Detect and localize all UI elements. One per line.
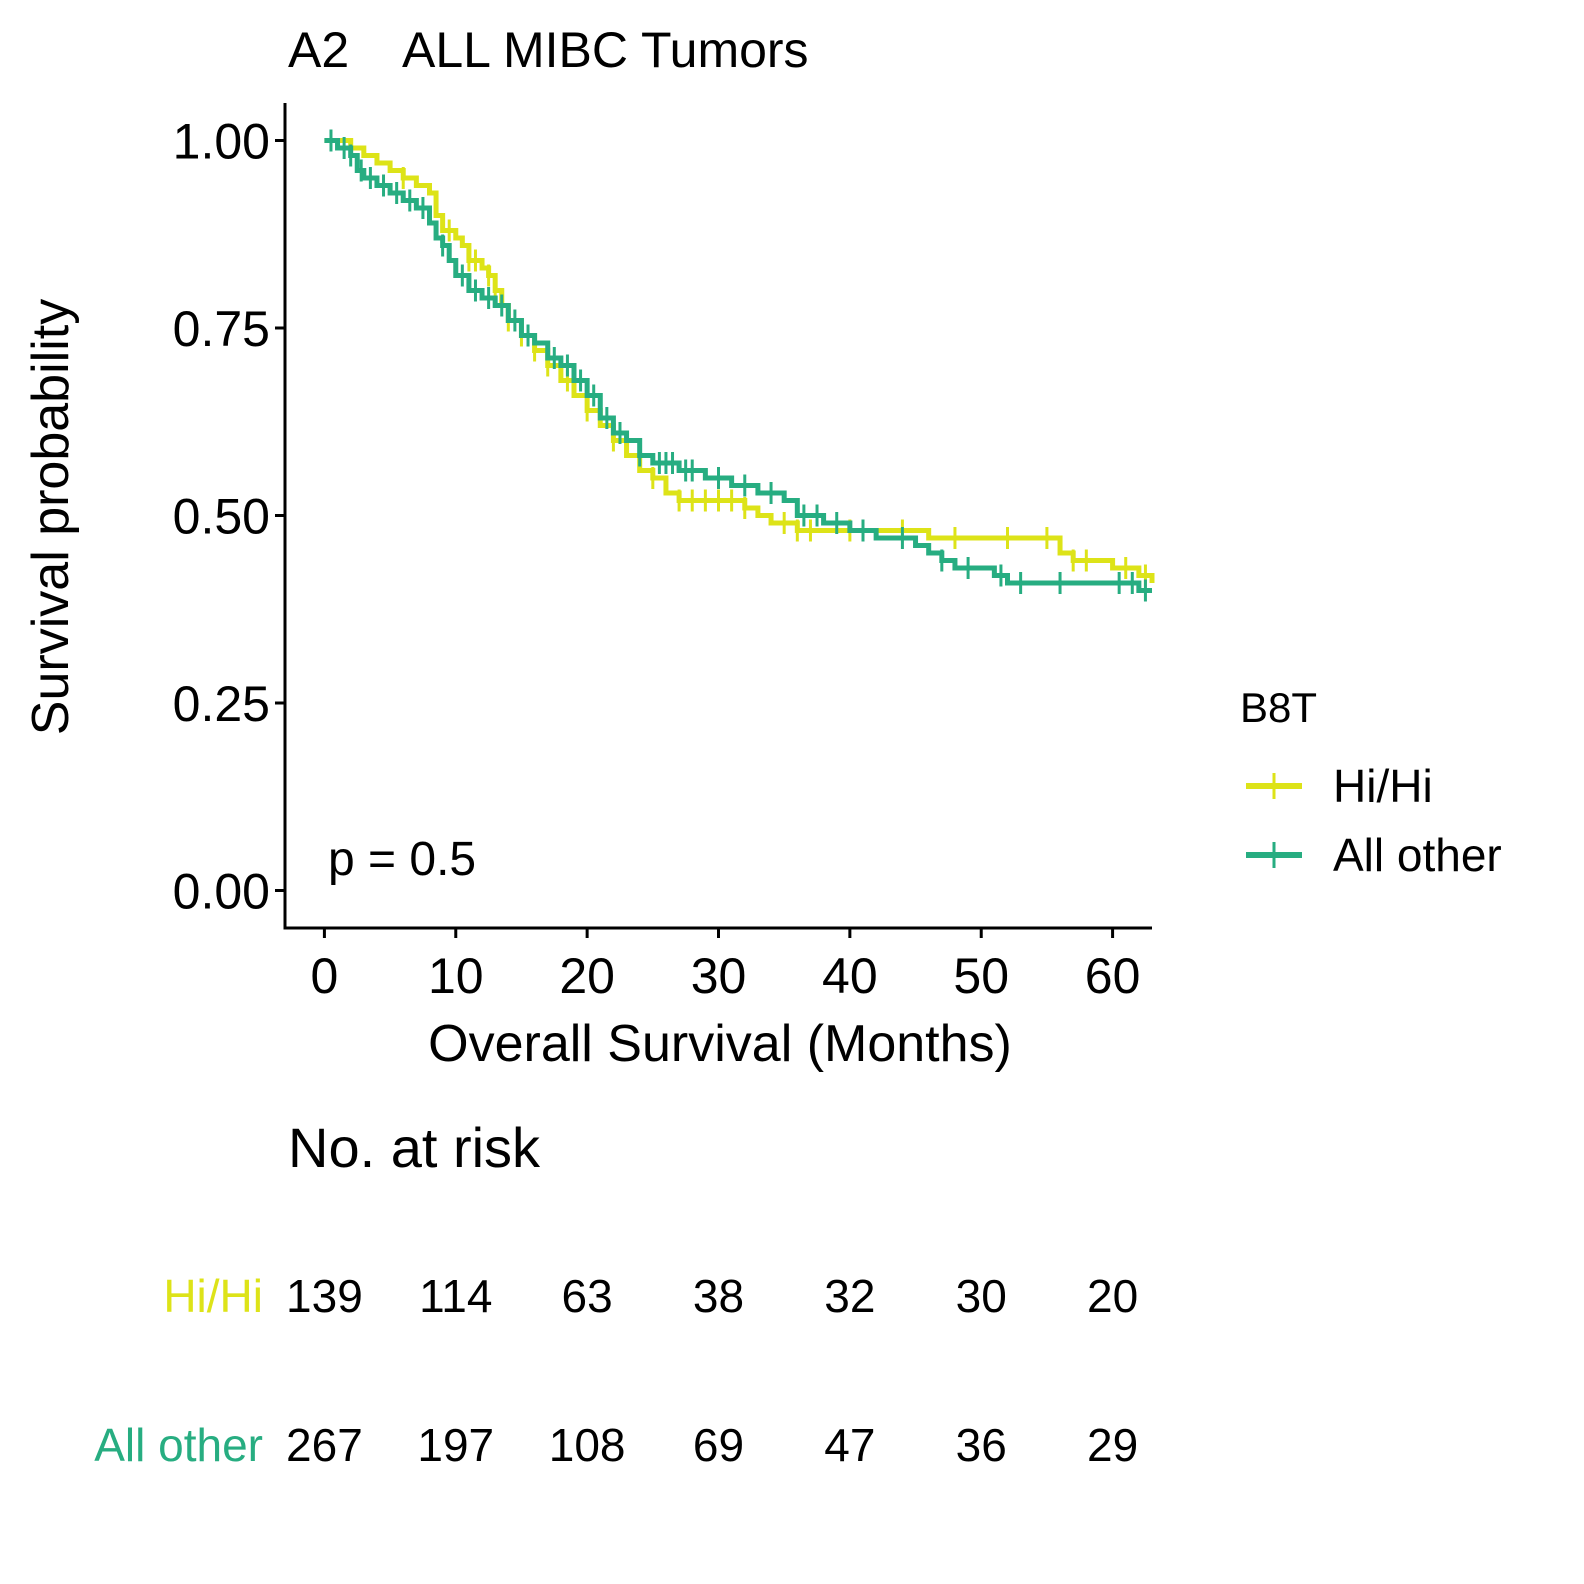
risk-count: 36 (956, 1419, 1007, 1471)
x-tick-label: 40 (822, 948, 878, 1004)
risk-count: 30 (956, 1270, 1007, 1322)
risk-count: 38 (693, 1270, 744, 1322)
risk-count: 114 (419, 1270, 492, 1322)
y-tick-label: 0.75 (173, 301, 270, 357)
risk-count: 69 (693, 1419, 744, 1471)
risk-count: 63 (562, 1270, 613, 1322)
risk-count: 20 (1087, 1270, 1138, 1322)
risk-row-label: Hi/Hi (163, 1270, 263, 1322)
plot-area: 0.00 0.25 0.50 0.75 1.00 0 10 20 30 40 50 60 p = 0… (173, 103, 1155, 1004)
legend-item: Hi/Hi (1246, 760, 1433, 812)
x-axis-ticks: 0 10 20 30 40 50 60 (311, 928, 1141, 1004)
risk-table-title: No. at risk (288, 1116, 541, 1179)
y-axis-label: Survival probability (22, 299, 80, 735)
risk-count: 47 (824, 1419, 875, 1471)
p-value-annotation: p = 0.5 (328, 833, 476, 886)
risk-row: All other 267 197 108 69 47 36 29 (94, 1419, 1138, 1471)
legend-label: Hi/Hi (1333, 760, 1433, 812)
legend-label: All other (1333, 829, 1502, 881)
x-tick-label: 10 (428, 948, 484, 1004)
risk-count: 29 (1087, 1419, 1138, 1471)
legend: B8T Hi/Hi All other (1240, 684, 1502, 881)
risk-row: Hi/Hi 139 114 63 38 32 30 20 (163, 1270, 1138, 1322)
survival-curve (324, 138, 1155, 583)
chart-title: A2 ALL MIBC Tumors (288, 22, 809, 78)
legend-item: All other (1246, 829, 1502, 881)
risk-count: 139 (286, 1270, 363, 1322)
risk-count: 32 (824, 1270, 875, 1322)
series-hi-hi (324, 138, 1155, 587)
legend-title: B8T (1240, 684, 1317, 731)
y-tick-label: 0.50 (173, 489, 270, 545)
risk-table: No. at risk Hi/Hi 139 114 63 38 32 30 20 All oth… (94, 1116, 1138, 1471)
survival-curve (324, 138, 1152, 593)
x-tick-label: 20 (559, 948, 615, 1004)
risk-table-rows: Hi/Hi 139 114 63 38 32 30 20 All other 267 197 108 6… (94, 1270, 1138, 1471)
risk-row-label: All other (94, 1419, 263, 1471)
series-all-other (324, 129, 1152, 602)
y-tick-label: 0.25 (173, 676, 270, 732)
y-tick-label: 1.00 (173, 114, 270, 170)
x-tick-label: 30 (691, 948, 747, 1004)
y-tick-label: 0.00 (173, 864, 270, 920)
risk-count: 197 (417, 1419, 494, 1471)
y-axis-ticks: 0.00 0.25 0.50 0.75 1.00 (173, 114, 285, 920)
x-tick-label: 60 (1085, 948, 1141, 1004)
x-tick-label: 50 (953, 948, 1009, 1004)
x-tick-label: 0 (311, 948, 339, 1004)
x-axis-label: Overall Survival (Months) (428, 1015, 1012, 1073)
risk-count: 108 (549, 1419, 626, 1471)
legend-items: Hi/Hi All other (1246, 760, 1502, 881)
risk-count: 267 (286, 1419, 363, 1471)
series-layer (324, 129, 1155, 602)
